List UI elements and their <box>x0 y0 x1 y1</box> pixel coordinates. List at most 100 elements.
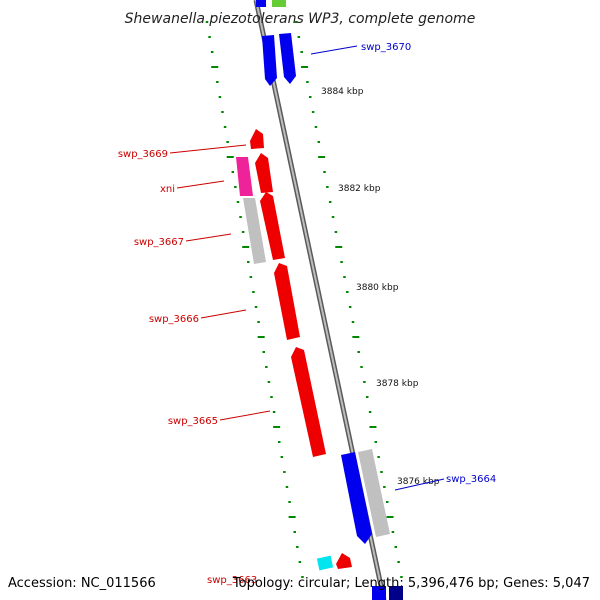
tick-dash <box>328 201 332 203</box>
tick-dash <box>323 171 326 173</box>
label-swp_3664[interactable]: swp_3664 <box>446 474 496 485</box>
tick-dash <box>352 336 360 338</box>
kbp-label-3882: 3882 kbp <box>338 184 381 194</box>
tick-dash <box>267 381 271 383</box>
label-xni[interactable]: xni <box>160 184 175 195</box>
pseudo-swp_3664[interactable] <box>358 449 390 537</box>
tick-dash <box>298 561 302 563</box>
tick-dash <box>205 21 209 23</box>
tick-dash <box>226 141 229 143</box>
tick-dash <box>241 231 245 233</box>
label-swp_3665[interactable]: swp_3665 <box>168 416 218 427</box>
kbp-label-3878: 3878 kbp <box>376 379 419 389</box>
label-swp_3667[interactable]: swp_3667 <box>134 237 184 248</box>
tick-marks <box>205 21 403 578</box>
feature-partial-bottom-blue-b <box>389 586 403 600</box>
tick-dash <box>294 21 298 23</box>
label-swp_3670[interactable]: swp_3670 <box>361 42 411 53</box>
kbp-label-3884: 3884 kbp <box>321 87 364 97</box>
feature-partial-top-green <box>272 0 286 7</box>
tick-dash <box>288 516 296 518</box>
gene-swp_3669[interactable] <box>250 129 264 149</box>
tick-dash <box>351 321 355 323</box>
tick-dash <box>283 471 286 473</box>
tick-dash <box>270 396 273 398</box>
gene-swp_3665[interactable] <box>291 347 326 457</box>
tick-dash <box>368 411 372 413</box>
tick-dash <box>301 66 309 68</box>
gene-xni[interactable] <box>255 153 273 193</box>
gene-swp_3670-b[interactable] <box>279 33 296 84</box>
tick-dash <box>366 396 369 398</box>
tick-dash <box>326 186 329 188</box>
gene-swp_3663[interactable] <box>336 553 352 569</box>
tick-dash <box>297 36 301 38</box>
tick-dash <box>331 216 335 218</box>
kbp-label-3876: 3876 kbp <box>397 477 440 487</box>
rna-xni[interactable] <box>236 157 253 196</box>
leader-swp_3670 <box>310 45 358 55</box>
tick-dash <box>391 531 395 533</box>
tick-dash <box>257 321 260 323</box>
leader-xni <box>176 180 225 189</box>
tick-dash <box>226 156 234 158</box>
tick-dash <box>211 66 219 68</box>
label-swp_3669[interactable]: swp_3669 <box>118 149 168 160</box>
tick-dash <box>223 126 227 128</box>
tick-dash <box>343 276 346 278</box>
feature-partial-bottom-blue-a <box>372 586 386 600</box>
tick-dash <box>280 456 284 458</box>
tick-dash <box>301 576 304 578</box>
gene-swp_3670-a[interactable] <box>262 35 277 86</box>
pseudo-swp_3667[interactable] <box>243 198 266 264</box>
kbp-label-3880: 3880 kbp <box>356 283 399 293</box>
tick-dash <box>346 291 349 293</box>
tick-dash <box>249 276 253 278</box>
topology-text: Topology: circular; Length: 5,396,476 bp… <box>232 576 590 591</box>
tick-dash <box>334 231 338 233</box>
tick-dash <box>309 96 312 98</box>
tick-dash <box>360 366 363 368</box>
gene-swp_3667[interactable] <box>260 192 285 260</box>
tick-dash <box>377 456 380 458</box>
tick-dash <box>272 411 276 413</box>
leader-swp_3666 <box>200 309 247 319</box>
tick-dash <box>386 516 394 518</box>
tick-dash <box>306 81 309 83</box>
tick-dash <box>218 96 222 98</box>
gene-swp_3666[interactable] <box>274 263 300 340</box>
leader-swp_3664 <box>394 478 445 491</box>
tick-dash <box>247 261 250 263</box>
tick-dash <box>216 81 219 83</box>
label-swp_3663[interactable]: swp_3663 <box>207 575 257 586</box>
tick-dash <box>397 561 400 563</box>
tick-dash <box>380 471 383 473</box>
tick-dash <box>210 51 214 53</box>
tick-dash <box>252 291 255 293</box>
gene-swp_3664-a[interactable] <box>341 452 372 544</box>
leader-swp_3669 <box>169 144 247 154</box>
tick-dash <box>262 351 266 353</box>
tick-dash <box>314 126 318 128</box>
tick-dash <box>273 426 281 428</box>
tick-dash <box>234 186 237 188</box>
tick-dash <box>385 501 389 503</box>
tick-dash <box>208 36 211 38</box>
tick-dash <box>242 246 250 248</box>
tick-dash <box>394 546 397 548</box>
tick-dash <box>296 546 299 548</box>
tick-dash <box>265 366 268 368</box>
tick-dash <box>277 441 281 443</box>
map-title: Shewanella piezotolerans WP3, complete g… <box>125 11 476 27</box>
tick-dash <box>335 246 343 248</box>
tick-dash <box>239 216 242 218</box>
tick-dash <box>257 336 265 338</box>
tick-dash <box>221 111 224 113</box>
tick-dash <box>348 306 352 308</box>
leader-swp_3667 <box>185 233 232 242</box>
label-swp_3666[interactable]: swp_3666 <box>149 314 199 325</box>
feature-partial-top-blue <box>256 0 266 7</box>
tick-dash <box>400 576 403 578</box>
tick-dash <box>383 486 386 488</box>
